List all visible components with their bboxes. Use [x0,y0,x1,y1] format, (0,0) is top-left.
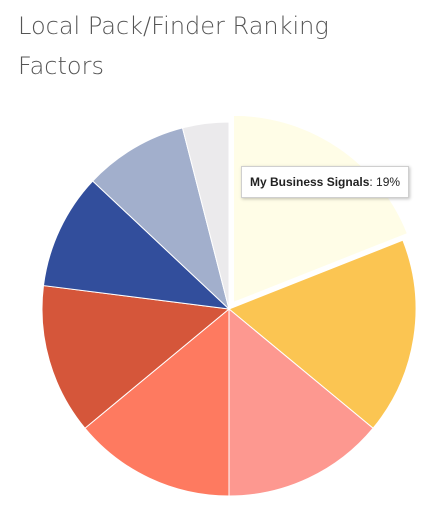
pie-slice-7[interactable] [91,127,230,311]
pie-slice-3[interactable] [228,307,374,497]
pie-slice-4[interactable] [84,307,230,497]
pie-slice-6[interactable] [42,180,231,310]
chart-title: Local Pack/Finder Ranking Factors [18,12,329,80]
tooltip-label: My Business Signals [250,175,370,189]
pie-slice-8[interactable] [181,121,230,310]
tooltip-value: 19% [376,175,401,189]
pie-slice-1[interactable] [232,114,409,304]
pie-slice-5[interactable] [41,285,231,429]
chart-tooltip: My Business Signals: 19% [241,166,409,198]
pie-slice-2[interactable] [228,239,417,429]
tooltip-separator: : [369,175,377,189]
